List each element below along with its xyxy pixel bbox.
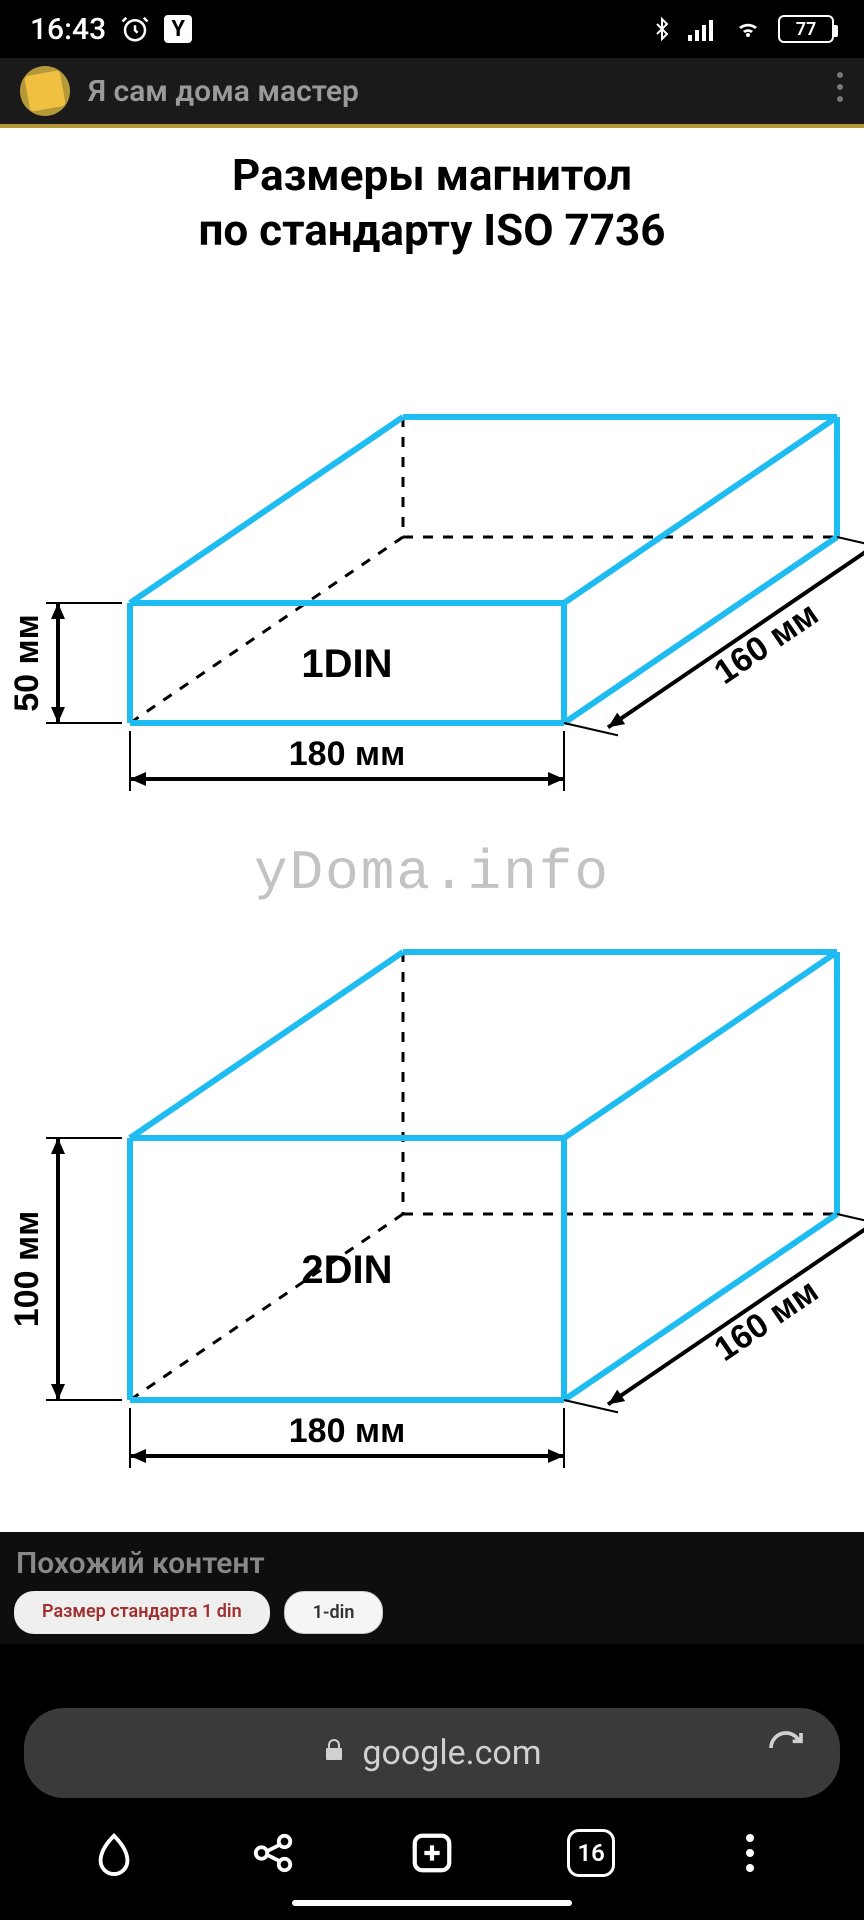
status-right: 77 — [650, 14, 834, 44]
bluetooth-icon — [650, 14, 674, 44]
battery-icon: 77 — [778, 15, 834, 43]
status-left: 16:43 Y — [30, 12, 192, 47]
alarm-icon — [120, 14, 150, 44]
yandex-icon: Y — [164, 15, 192, 43]
home-button[interactable] — [84, 1823, 144, 1883]
browser-menu-button[interactable] — [720, 1823, 780, 1883]
svg-text:100 мм: 100 мм — [8, 1211, 46, 1327]
channel-title[interactable]: Я сам дома мастер — [88, 74, 818, 109]
cellular-icon — [688, 17, 718, 41]
title-line2: по стандарту ISO 7736 — [198, 204, 665, 256]
lock-icon — [322, 1733, 346, 1773]
svg-text:160 мм: 160 мм — [707, 1272, 825, 1369]
related-section: Похожий контент Размер стандарта 1 din 1… — [0, 1532, 864, 1644]
diagram-content: Размеры магнитол по стандарту ISO 7736 1… — [0, 128, 864, 1532]
url-bar[interactable]: google.com — [24, 1708, 840, 1798]
title-line1: Размеры магнитол — [232, 149, 632, 201]
svg-text:160 мм: 160 мм — [707, 595, 825, 692]
battery-percent: 77 — [796, 19, 817, 40]
home-indicator[interactable] — [292, 1900, 572, 1906]
svg-text:180 мм: 180 мм — [289, 1412, 405, 1450]
iso-diagram: 1DIN 50 мм 180 мм 160 мм 2DIN 100 мм 180 мм 160… — [0, 268, 864, 1528]
browser-nav: 16 — [24, 1798, 840, 1898]
more-menu-icon[interactable] — [836, 71, 844, 111]
svg-text:50 мм: 50 мм — [8, 614, 46, 712]
status-bar: 16:43 Y 77 — [0, 0, 864, 58]
related-chips: Размер стандарта 1 din 1-din — [10, 1591, 854, 1644]
svg-text:1DIN: 1DIN — [301, 642, 392, 686]
svg-text:180 мм: 180 мм — [289, 735, 405, 773]
wifi-icon — [732, 17, 764, 41]
url-text: google.com — [362, 1733, 541, 1773]
diagram-title: Размеры магнитол по стандарту ISO 7736 — [0, 128, 864, 268]
status-time: 16:43 — [30, 12, 106, 47]
channel-avatar[interactable] — [20, 66, 70, 116]
refresh-icon[interactable] — [766, 1728, 806, 1778]
related-chip[interactable]: Размер стандарта 1 din — [14, 1591, 270, 1634]
share-button[interactable] — [243, 1823, 303, 1883]
svg-text:yDoma.info: yDoma.info — [254, 841, 610, 905]
related-chip[interactable]: 1-din — [284, 1591, 384, 1634]
browser-bottom-panel: google.com 16 — [0, 1696, 864, 1920]
related-heading: Похожий контент — [10, 1540, 854, 1591]
app-header: Я сам дома мастер — [0, 58, 864, 128]
svg-text:2DIN: 2DIN — [301, 1248, 392, 1292]
tabs-button[interactable]: 16 — [561, 1823, 621, 1883]
new-tab-button[interactable] — [402, 1823, 462, 1883]
tab-count: 16 — [567, 1829, 615, 1877]
